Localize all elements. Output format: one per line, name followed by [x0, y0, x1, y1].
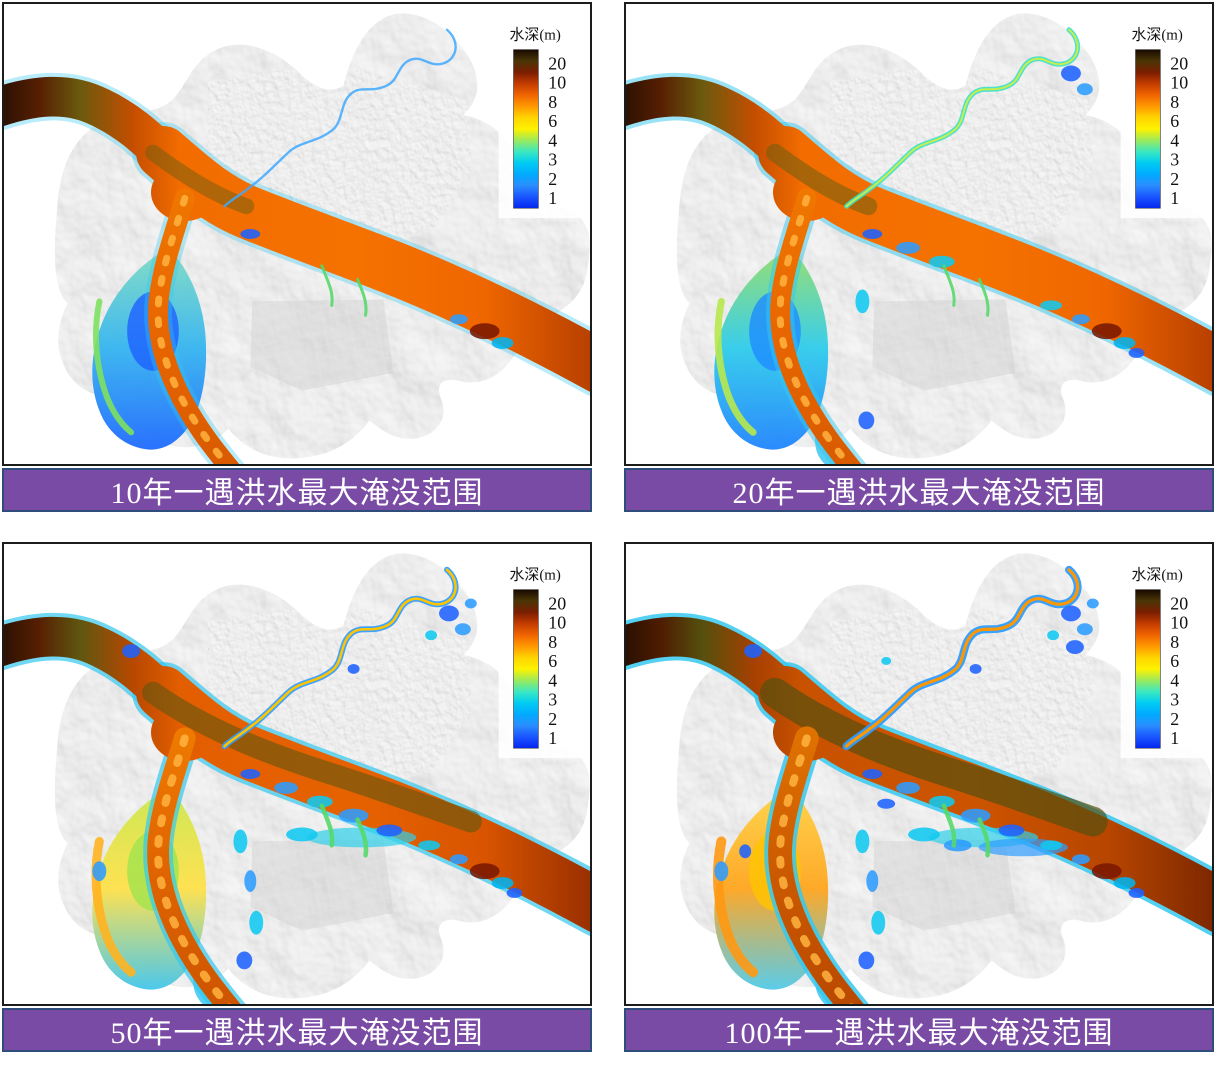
legend-tick: 2 [1170, 709, 1179, 729]
caption-text-50yr: 50年一遇洪水最大淹没范围 [110, 1017, 484, 1050]
caption-bar-20yr: 20年一遇洪水最大淹没范围 [624, 468, 1214, 512]
legend-tick: 6 [1170, 651, 1179, 671]
legend-tick: 8 [1170, 92, 1179, 112]
legend-tick: 10 [548, 613, 566, 633]
legend-tick: 6 [548, 111, 557, 131]
caption-text-100yr: 100年一遇洪水最大淹没范围 [724, 1017, 1114, 1050]
northeast-stream [221, 566, 459, 750]
river-channels [626, 72, 1212, 464]
legend-tick: 6 [1170, 111, 1179, 131]
inundation-patches [240, 229, 514, 349]
northeast-stream [844, 27, 1080, 209]
legend-title: 水深(m) [1132, 567, 1183, 584]
legend-tick: 20 [1170, 593, 1188, 613]
legend-tick: 1 [1170, 188, 1179, 208]
caption-bar-100yr: 100年一遇洪水最大淹没范围 [624, 1008, 1214, 1052]
caption-text-10yr: 10年一遇洪水最大淹没范围 [110, 477, 484, 510]
legend-color-ramp [513, 49, 539, 209]
legend-tick: 1 [548, 188, 557, 208]
northeast-stream [223, 28, 457, 208]
legend-tick: 1 [1170, 728, 1179, 748]
inundation-patches [92, 598, 523, 970]
legend-title: 水深(m) [1132, 27, 1183, 44]
legend-tick: 20 [548, 53, 566, 73]
legend-tick: 10 [1170, 73, 1188, 93]
legend-tick: 10 [1170, 613, 1188, 633]
legend-tick: 8 [548, 92, 557, 112]
legend-tick: 2 [548, 709, 557, 729]
legend-tick: 3 [1170, 690, 1179, 710]
caption-bar-50yr: 50年一遇洪水最大淹没范围 [2, 1008, 592, 1052]
map-panel-50yr: 水深(m) 20 10 8 6 4 3 2 1 [2, 542, 592, 1006]
caption-text-20yr: 20年一遇洪水最大淹没范围 [732, 477, 1106, 510]
legend-title: 水深(m) [510, 27, 561, 44]
map-panel-10yr: 水深(m) 20 10 8 6 4 3 2 1 [2, 2, 592, 466]
legend-tick: 8 [548, 632, 557, 652]
legend-tick: 1 [548, 728, 557, 748]
legend-tick: 4 [1170, 670, 1179, 690]
legend-tick: 3 [1170, 150, 1179, 170]
figure-grid: 水深(m) 20 10 8 6 4 3 2 1 10年一遇洪水最大淹没范围 [2, 2, 1214, 1052]
legend-tick: 20 [1170, 53, 1188, 73]
river-channels [4, 612, 590, 1004]
legend-tick: 4 [548, 670, 557, 690]
legend-tick: 3 [548, 150, 557, 170]
legend-color-ramp [1135, 589, 1161, 749]
legend-tick: 20 [548, 593, 566, 613]
caption-bar-10yr: 10年一遇洪水最大淹没范围 [2, 468, 592, 512]
legend-tick: 2 [548, 169, 557, 189]
legend-tick: 3 [548, 690, 557, 710]
legend-tick: 10 [548, 73, 566, 93]
legend-color-ramp [1135, 49, 1161, 209]
map-panel-20yr: 水深(m) 20 10 8 6 4 3 2 1 [624, 2, 1214, 466]
northeast-stream [842, 565, 1082, 751]
legend-title: 水深(m) [510, 567, 561, 584]
map-cell-10yr: 水深(m) 20 10 8 6 4 3 2 1 10年一遇洪水最大淹没范围 [2, 2, 592, 512]
legend-tick: 8 [1170, 632, 1179, 652]
legend-tick: 6 [548, 651, 557, 671]
legend-tick: 4 [548, 130, 557, 150]
legend-color-ramp [513, 589, 539, 749]
river-channels [4, 72, 590, 464]
map-panel-100yr: 水深(m) 20 10 8 6 4 3 2 1 [624, 542, 1214, 1006]
inundation-patches [714, 598, 1145, 970]
inundation-patches [855, 65, 1145, 430]
legend-tick: 4 [1170, 130, 1179, 150]
legend-tick: 2 [1170, 169, 1179, 189]
map-cell-50yr: 水深(m) 20 10 8 6 4 3 2 1 50年一遇洪水最大淹没范围 [2, 542, 592, 1052]
map-cell-100yr: 水深(m) 20 10 8 6 4 3 2 1 100年一遇洪水最大淹没范围 [624, 542, 1214, 1052]
map-cell-20yr: 水深(m) 20 10 8 6 4 3 2 1 20年一遇洪水最大淹没范围 [624, 2, 1214, 512]
river-channels [626, 612, 1212, 1004]
